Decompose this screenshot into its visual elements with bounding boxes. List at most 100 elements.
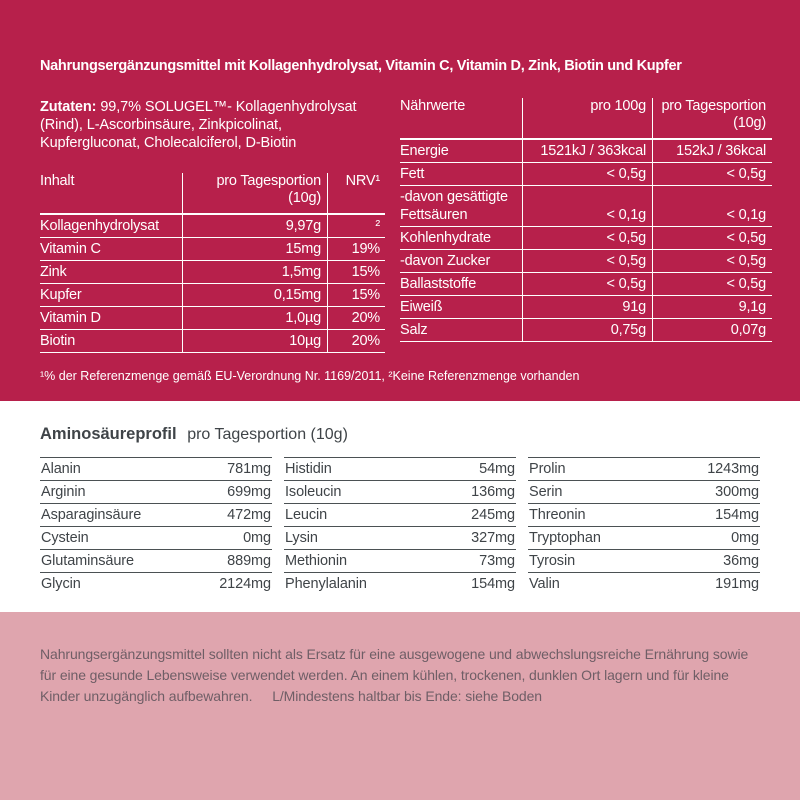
nutrition-name: Ballaststoffe <box>400 272 523 296</box>
amino-row: Tryptophan 0mg <box>528 526 760 549</box>
amino-row: Valin 191mg <box>528 572 760 595</box>
amino-row: Threonin 154mg <box>528 503 760 526</box>
nutrient-nrv: 20% <box>327 306 385 330</box>
amino-row: Lysin 327mg <box>284 526 516 549</box>
amino-acid-name: Alanin <box>41 461 81 477</box>
nutrition-per100-value: < 0,5g <box>522 272 653 296</box>
content-table-body: Kollagenhydrolysat 9,97g ² Vitamin C 15mg 19%… <box>40 214 385 353</box>
amino-acid-value: 781mg <box>227 461 271 477</box>
amino-row: Prolin 1243mg <box>528 457 760 480</box>
ingredients-label: Zutaten: <box>40 99 97 115</box>
storage-advice: Nahrungsergänzungsmittel sollten nicht a… <box>40 646 749 704</box>
nutrition-table: Nährwerte pro 100g pro Tagesportion (10g… <box>400 98 772 342</box>
amino-row: Isoleucin 136mg <box>284 480 516 503</box>
nutrient-amount: 15mg <box>182 237 328 261</box>
amino-acid-name: Asparaginsäure <box>41 507 142 523</box>
amino-acid-name: Valin <box>529 576 560 592</box>
nutrition-portion-value: < 0,5g <box>652 162 772 186</box>
content-table-row: Kollagenhydrolysat 9,97g ² <box>40 214 385 238</box>
amino-acid-value: 73mg <box>479 553 515 569</box>
nutrition-per100-value: 1521kJ / 363kcal <box>522 139 653 163</box>
nutrient-amount: 1,5mg <box>182 260 328 284</box>
amino-acid-name: Threonin <box>529 507 586 523</box>
nutrition-table-row: Energie 1521kJ / 363kcal 152kJ / 36kcal <box>400 139 772 163</box>
nutrition-per100-value: < 0,1g <box>522 185 653 227</box>
nutrition-portion-value: < 0,5g <box>652 272 772 296</box>
nutrition-facts-panel: Nahrungsergänzungsmittel mit Kollagenhyd… <box>0 0 800 401</box>
nutrition-per100-value: < 0,5g <box>522 249 653 273</box>
content-table-row: Vitamin D 1,0µg 20% <box>40 306 385 330</box>
content-table: Inhalt pro Tagesportion (10g) NRV¹ Kolla… <box>40 173 385 353</box>
amino-row: Alanin 781mg <box>40 457 272 480</box>
amino-acid-value: 0mg <box>243 530 271 546</box>
product-title: Nahrungsergänzungsmittel mit Kollagenhyd… <box>40 58 682 74</box>
amino-acid-value: 472mg <box>227 507 271 523</box>
amino-acid-value: 327mg <box>471 530 515 546</box>
nutrition-name: Eiweiß <box>400 295 523 319</box>
amino-acid-value: 0mg <box>731 530 759 546</box>
amino-acid-name: Serin <box>529 484 563 500</box>
amino-acid-name: Glycin <box>41 576 81 592</box>
nutrient-amount: 0,15mg <box>182 283 328 307</box>
content-table-row: Biotin 10µg 20% <box>40 329 385 353</box>
amino-acid-value: 2124mg <box>219 576 271 592</box>
amino-acid-value: 1243mg <box>707 461 759 477</box>
nutrition-name: Energie <box>400 139 523 163</box>
amino-column-2: Histidin 54mg Isoleucin 136mg Leucin 245mg Lys… <box>284 457 516 595</box>
amino-acid-value: 889mg <box>227 553 271 569</box>
amino-acid-name: Cystein <box>41 530 89 546</box>
nutrition-col-portion: pro Tagesportion (10g) <box>652 98 772 140</box>
content-col-name: Inhalt <box>40 173 183 215</box>
amino-row: Glycin 2124mg <box>40 572 272 595</box>
amino-acid-value: 699mg <box>227 484 271 500</box>
amino-acid-value: 36mg <box>723 553 759 569</box>
content-table-row: Zink 1,5mg 15% <box>40 260 385 284</box>
facts-columns: Zutaten: 99,7% SOLUGEL™- Kollagenhydro­l… <box>40 98 772 353</box>
amino-acid-value: 191mg <box>715 576 759 592</box>
amino-row: Glutaminsäure 889mg <box>40 549 272 572</box>
nutrition-table-row: -davon Zucker < 0,5g < 0,5g <box>400 249 772 273</box>
nutrition-name: Salz <box>400 318 523 342</box>
nutrient-amount: 1,0µg <box>182 306 328 330</box>
amino-acid-name: Lysin <box>285 530 318 546</box>
nutrition-col-per100: pro 100g <box>522 98 653 140</box>
nutrient-nrv: 15% <box>327 260 385 284</box>
nutrition-table-row: Eiweiß 91g 9,1g <box>400 295 772 319</box>
nutrient-nrv: 20% <box>327 329 385 353</box>
amino-profile-panel: Aminosäureprofil pro Tagesportion (10g) … <box>0 401 800 612</box>
amino-acid-value: 54mg <box>479 461 515 477</box>
nutrition-per100-value: 0,75g <box>522 318 653 342</box>
nutrient-name: Biotin <box>40 329 183 353</box>
amino-row: Histidin 54mg <box>284 457 516 480</box>
nutrition-portion-value: < 0,5g <box>652 226 772 250</box>
amino-title-subtitle: pro Tagesportion (10g) <box>187 426 348 443</box>
reference-footnote: ¹% der Referenzmenge gemäß EU-Verordnung… <box>40 369 580 383</box>
nutrient-name: Vitamin D <box>40 306 183 330</box>
nutrition-table-row: Fett < 0,5g < 0,5g <box>400 162 772 186</box>
amino-acid-name: Methionin <box>285 553 347 569</box>
amino-acid-name: Tyrosin <box>529 553 576 569</box>
nutrition-portion-value: 0,07g <box>652 318 772 342</box>
amino-acid-name: Histidin <box>285 461 332 477</box>
nutrition-per100-value: 91g <box>522 295 653 319</box>
nutrient-nrv: 19% <box>327 237 385 261</box>
disclaimer-panel: Nahrungsergänzungsmittel sollten nicht a… <box>0 612 800 800</box>
nutrition-name: -davon Zucker <box>400 249 523 273</box>
amino-column-1: Alanin 781mg Arginin 699mg Asparaginsäure 472… <box>40 457 272 595</box>
nutrition-table-row: -davon gesättigte Fettsäuren < 0,1g < 0,1g <box>400 185 772 227</box>
amino-acid-name: Prolin <box>529 461 566 477</box>
content-col-nrv: NRV¹ <box>327 173 385 215</box>
best-before-note: L/Mindestens haltbar bis Ende: siehe Bod… <box>272 688 542 704</box>
nutrition-per100-value: < 0,5g <box>522 162 653 186</box>
amino-row: Leucin 245mg <box>284 503 516 526</box>
amino-row: Phenylalanin 154mg <box>284 572 516 595</box>
content-table-row: Vitamin C 15mg 19% <box>40 237 385 261</box>
nutrient-nrv: ² <box>327 214 385 238</box>
left-column: Zutaten: 99,7% SOLUGEL™- Kollagenhydro­l… <box>40 98 385 353</box>
content-table-row: Kupfer 0,15mg 15% <box>40 283 385 307</box>
disclaimer-text: Nahrungsergänzungsmittel sollten nicht a… <box>40 644 760 707</box>
amino-acid-name: Isoleucin <box>285 484 342 500</box>
nutrient-name: Zink <box>40 260 183 284</box>
amino-row: Methionin 73mg <box>284 549 516 572</box>
content-col-portion: pro Tagesportion (10g) <box>182 173 328 215</box>
